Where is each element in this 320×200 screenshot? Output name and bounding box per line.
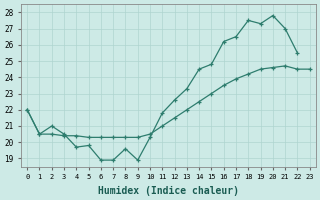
X-axis label: Humidex (Indice chaleur): Humidex (Indice chaleur) [98,186,239,196]
